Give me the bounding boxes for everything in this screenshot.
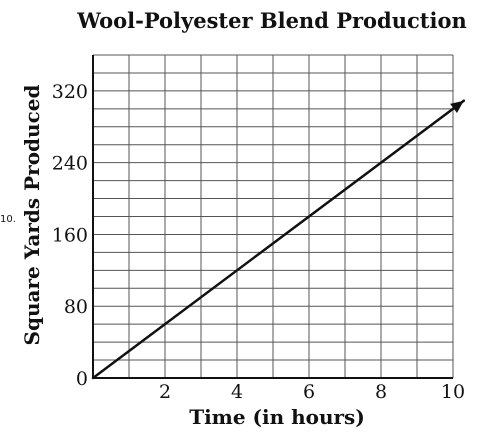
x-tick-labels: 2 4 6 8 10 [159,381,465,403]
series-layer [91,99,466,380]
y-tick-label: 80 [64,296,88,318]
x-axis-label: Time (in hours) [189,405,365,429]
question-number: 10. [0,214,16,225]
grid [92,54,454,379]
y-axis-label: Square Yards Produced [20,85,44,346]
series-arrowhead [450,100,464,113]
y-tick-label: 240 [52,153,88,175]
axes [92,55,453,379]
y-tick-label: 0 [76,368,88,390]
x-tick-label: 4 [231,381,243,403]
x-tick-label: 10 [441,381,465,403]
y-tick-label: 160 [52,224,88,246]
y-tick-label: 320 [52,81,88,103]
x-tick-label: 2 [159,381,171,403]
chart-title: Wool-Polyester Blend Production [76,8,467,33]
x-tick-label: 6 [303,381,315,403]
y-tick-labels: 0 80 160 240 320 [52,81,88,390]
series-line [91,99,466,380]
x-tick-label: 8 [375,381,387,403]
